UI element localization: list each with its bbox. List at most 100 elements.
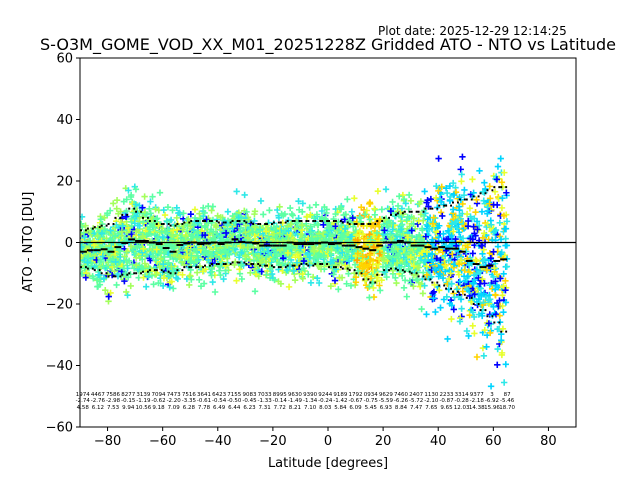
data-point — [160, 274, 168, 282]
data-point — [238, 275, 246, 283]
data-point — [448, 211, 456, 218]
data-point — [414, 264, 421, 271]
data-point — [289, 212, 297, 219]
x-tick-label: 20 — [375, 434, 392, 449]
x-tick-label: 40 — [430, 434, 447, 449]
data-point — [157, 256, 165, 263]
bin-annotation-mean: -1.34 — [303, 398, 318, 404]
data-point — [366, 231, 373, 238]
data-point — [84, 259, 91, 266]
data-point — [210, 228, 217, 235]
data-point — [257, 197, 265, 205]
data-point — [450, 306, 457, 313]
data-point — [366, 283, 373, 290]
bin-annotation-mean: -0.45 — [242, 398, 257, 404]
data-point — [408, 232, 416, 240]
data-point — [250, 257, 258, 265]
bin-annotation-mean: -3.35 — [182, 398, 197, 404]
data-point — [437, 209, 445, 216]
data-point — [428, 250, 436, 258]
data-point — [439, 274, 447, 282]
data-point — [472, 209, 479, 216]
data-point — [447, 193, 454, 201]
data-point — [123, 207, 130, 215]
data-point — [483, 223, 490, 231]
data-point — [423, 271, 431, 278]
data-point — [467, 213, 474, 220]
data-point — [209, 278, 216, 286]
data-point — [480, 290, 488, 297]
data-point — [432, 308, 439, 316]
data-point — [217, 271, 224, 279]
data-point — [371, 205, 378, 213]
data-point — [359, 231, 367, 238]
data-point — [150, 281, 157, 288]
data-point — [479, 312, 486, 320]
data-point — [448, 315, 455, 323]
data-point — [343, 280, 350, 287]
data-point — [188, 276, 195, 283]
data-point — [470, 189, 477, 197]
data-point — [356, 227, 364, 235]
data-point — [435, 187, 442, 195]
data-point — [435, 222, 443, 229]
data-point — [90, 242, 98, 249]
data-point — [443, 279, 450, 286]
data-point — [398, 205, 406, 212]
data-point — [416, 233, 424, 241]
data-point — [335, 226, 342, 234]
data-point — [469, 236, 477, 243]
data-point — [139, 249, 146, 256]
data-point — [469, 309, 477, 316]
data-point — [384, 227, 391, 235]
data-point — [502, 242, 509, 249]
data-point — [128, 231, 135, 238]
x-axis-ticks: −80 −60 −40 −20 0 20 40 60 80 — [94, 427, 557, 449]
data-point — [475, 222, 483, 229]
data-point — [422, 210, 429, 217]
data-point — [485, 320, 493, 327]
data-point — [382, 186, 390, 193]
y-tick-label: −40 — [46, 359, 73, 374]
data-point — [110, 200, 117, 207]
bin-annotation-counts: 3 — [490, 392, 494, 398]
data-point — [112, 258, 119, 266]
data-point — [400, 284, 408, 291]
data-point — [403, 293, 410, 300]
data-point — [494, 361, 501, 368]
bin-annotation-counts: 9244 — [318, 392, 332, 398]
bin-annotation-mean: -0.67 — [348, 398, 363, 404]
bin-annotation-std: 6.12 — [92, 405, 104, 411]
data-point — [439, 212, 446, 220]
bin-annotation-std: 9.65 — [440, 405, 453, 411]
data-point — [187, 223, 195, 230]
data-point — [457, 257, 465, 264]
data-point — [100, 275, 108, 282]
data-point — [442, 262, 449, 269]
data-point — [266, 265, 274, 273]
bin-annotation-std: 5.84 — [334, 405, 347, 411]
data-point — [396, 242, 404, 249]
data-point — [374, 188, 382, 195]
plot-date: Plot date: 2025-12-29 12:14:25 — [378, 24, 567, 38]
data-point — [222, 229, 230, 237]
bin-annotation-mean: -0.15 — [121, 398, 136, 404]
data-point — [399, 191, 407, 199]
data-point — [486, 296, 494, 303]
data-point — [193, 269, 201, 276]
bin-annotation-mean: -0.24 — [318, 398, 333, 404]
data-point — [283, 266, 291, 274]
data-point — [175, 254, 183, 261]
data-point — [268, 270, 276, 278]
data-point — [129, 261, 136, 268]
bin-annotation-std: 6.09 — [349, 405, 362, 411]
data-point — [449, 179, 457, 187]
data-point — [477, 285, 485, 292]
data-point — [433, 255, 440, 262]
data-point — [237, 261, 245, 269]
data-point — [201, 250, 208, 258]
data-point — [139, 232, 147, 240]
data-point — [395, 212, 403, 219]
data-point — [307, 211, 314, 219]
data-point — [455, 271, 463, 278]
